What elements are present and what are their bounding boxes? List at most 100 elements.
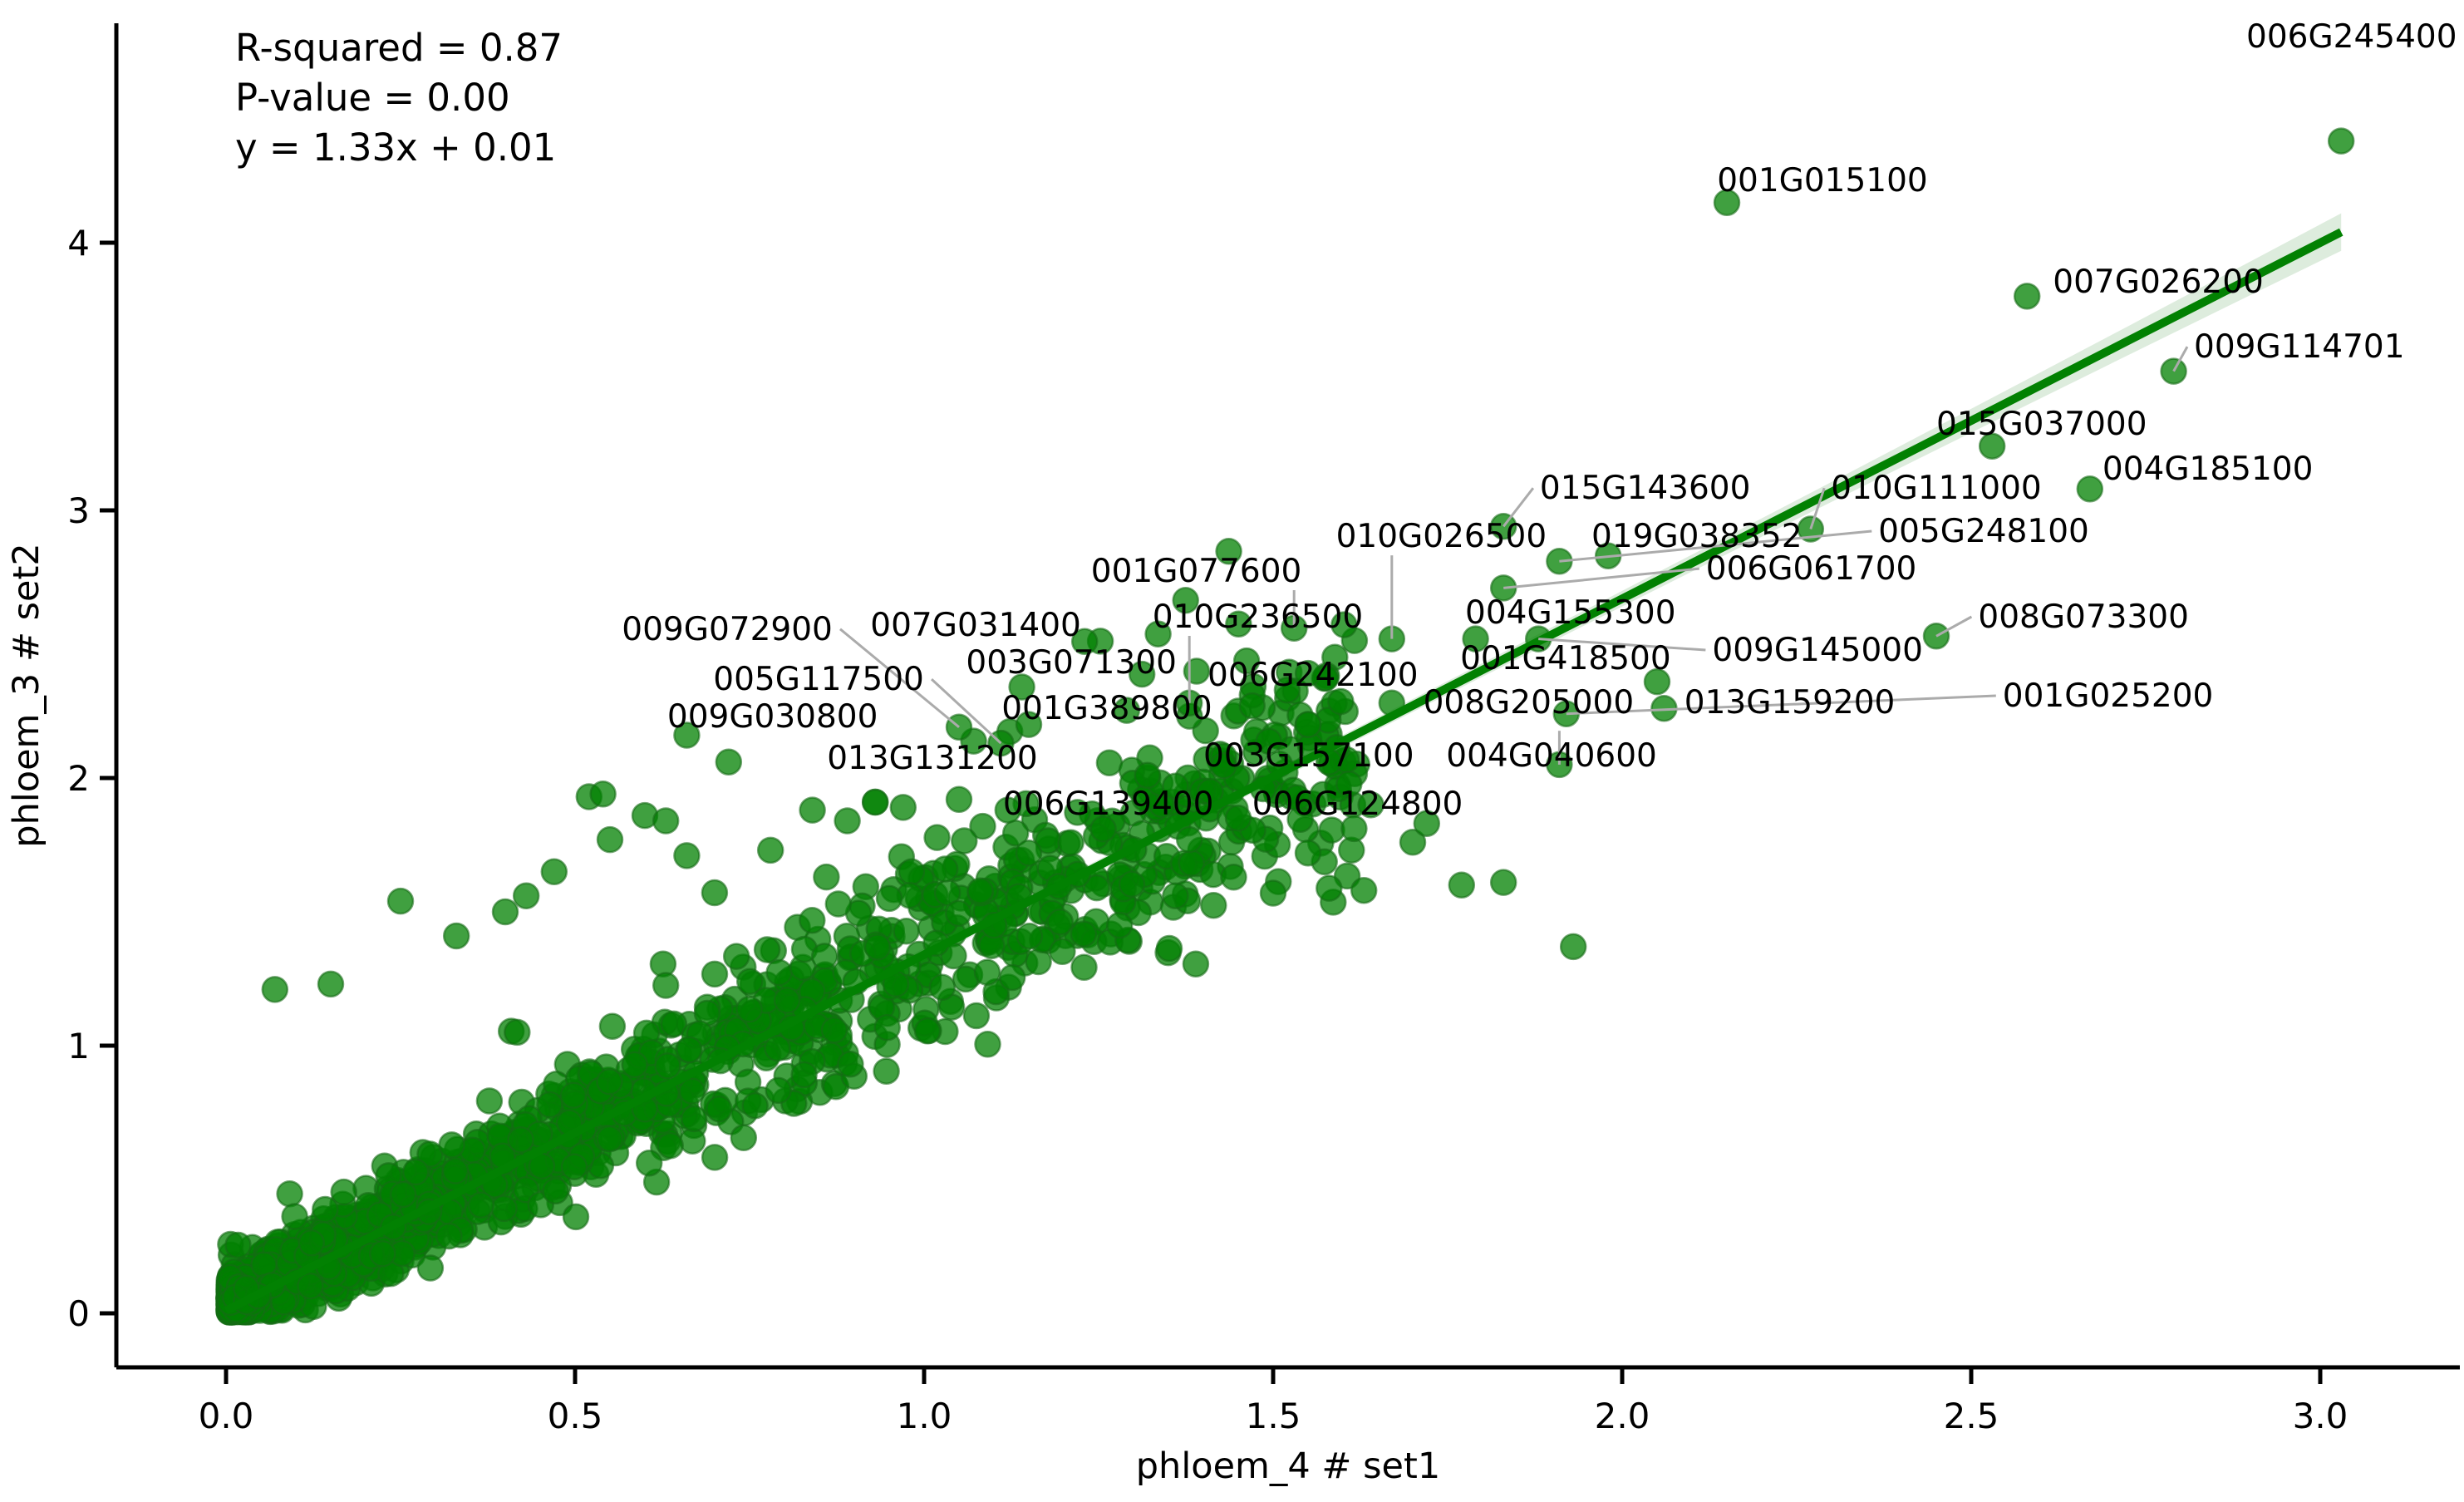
cloud-point xyxy=(969,812,996,840)
cloud-point xyxy=(799,907,826,934)
cloud-point xyxy=(660,1010,688,1038)
cloud-point xyxy=(1182,950,1210,978)
gene-label-013G131200: 013G131200 xyxy=(827,740,1038,777)
labeled-point xyxy=(2013,283,2041,310)
gene-label-009G145000: 009G145000 xyxy=(1712,632,1923,669)
cloud-point xyxy=(386,887,415,915)
cloud-point xyxy=(1294,659,1322,687)
cloud-point xyxy=(1046,909,1075,936)
cloud-point xyxy=(889,794,917,821)
gene-label-004G155300: 004G155300 xyxy=(1465,594,1676,632)
cloud-point xyxy=(1283,784,1311,811)
cloud-point xyxy=(435,1222,463,1250)
cloud-point xyxy=(635,1149,663,1177)
y-tick-label-1: 1 xyxy=(67,1026,90,1066)
labeled-point xyxy=(1294,711,1322,738)
cloud-point xyxy=(962,1002,991,1030)
cloud-point xyxy=(598,1012,627,1040)
cloud-point xyxy=(1155,934,1183,963)
y-tick-label-0: 0 xyxy=(67,1293,90,1334)
x-tick-label-3.0: 3.0 xyxy=(2293,1396,2348,1436)
cloud-point xyxy=(491,898,519,926)
label-leader-lines xyxy=(839,346,2189,765)
point-labels: 006G245400 001G015100 007G026200 009G114701… xyxy=(622,18,2457,823)
gene-label-007G026200: 007G026200 xyxy=(2053,263,2264,301)
gene-label-001G077600: 001G077600 xyxy=(1091,553,1302,590)
x-axis-label: phloem_4 # set1 xyxy=(1136,1445,1440,1487)
cloud-point xyxy=(589,781,617,808)
cloud-point xyxy=(1399,829,1427,856)
gene-label-009G072900: 009G072900 xyxy=(622,611,833,648)
x-tick-label-2.0: 2.0 xyxy=(1595,1396,1650,1436)
cloud-point xyxy=(1220,863,1247,891)
cloud-point xyxy=(824,890,853,918)
cloud-point xyxy=(467,1191,495,1219)
cloud-point xyxy=(1070,920,1098,948)
cloud-point xyxy=(678,1077,706,1105)
leader-line xyxy=(1502,487,1535,528)
cloud-point xyxy=(261,976,289,1003)
cloud-point xyxy=(756,836,784,864)
cloud-point xyxy=(369,1240,396,1268)
y-tick-label-4: 4 xyxy=(67,223,90,263)
cloud-point xyxy=(1172,586,1199,614)
cloud-point xyxy=(536,1091,563,1119)
cloud-point xyxy=(898,858,926,886)
cloud-point xyxy=(1350,876,1378,904)
cloud-point xyxy=(1330,611,1358,638)
labeled-point xyxy=(1238,692,1266,720)
cloud-point xyxy=(1016,923,1044,950)
cloud-point xyxy=(998,963,1026,992)
cloud-point xyxy=(873,1057,900,1085)
cloud-point xyxy=(1448,871,1476,899)
cloud-point xyxy=(224,1231,252,1259)
cloud-point xyxy=(945,785,973,814)
cloud-point xyxy=(735,968,764,996)
cloud-point xyxy=(1113,697,1141,724)
cloud-point xyxy=(1095,749,1124,776)
cloud-point xyxy=(1224,805,1252,832)
cloud-point xyxy=(1559,933,1587,961)
cloud-point xyxy=(1357,790,1384,819)
cloud-point xyxy=(1183,657,1211,685)
cloud-point xyxy=(297,1272,324,1300)
cloud-point xyxy=(330,1178,357,1206)
regression-line xyxy=(224,228,2344,1315)
gene-label-001G025200: 001G025200 xyxy=(2003,677,2214,715)
cloud-point xyxy=(542,1177,569,1205)
cloud-point xyxy=(1255,727,1283,756)
cloud-point xyxy=(312,1195,339,1224)
gene-label-006G139400: 006G139400 xyxy=(1003,785,1214,823)
cloud-point xyxy=(1200,891,1227,919)
labeled-point xyxy=(1413,810,1441,837)
cloud-point xyxy=(1316,874,1343,902)
cloud-point xyxy=(715,748,743,776)
cloud-point xyxy=(790,1061,818,1089)
cloud-point xyxy=(1015,839,1043,867)
cloud-point xyxy=(931,855,959,883)
x-tick-label-1.0: 1.0 xyxy=(897,1396,952,1436)
cloud-point xyxy=(701,879,729,907)
cloud-point xyxy=(416,1254,445,1282)
cloud-point xyxy=(928,973,957,1002)
cloud-point xyxy=(298,1229,325,1257)
labeled-point xyxy=(861,788,889,816)
cloud-point xyxy=(863,933,892,961)
cloud-point xyxy=(701,960,729,988)
cloud-point xyxy=(1083,874,1110,902)
gene-label-010G111000: 010G111000 xyxy=(1831,470,2042,507)
gene-label-003G071300: 003G071300 xyxy=(966,644,1177,682)
leader-line xyxy=(2172,346,2189,372)
x-tick-label-0.5: 0.5 xyxy=(548,1396,603,1436)
cloud-point xyxy=(281,1203,308,1230)
cloud-point xyxy=(1210,751,1237,780)
cloud-point xyxy=(679,1127,706,1155)
cloud-point xyxy=(654,1052,681,1080)
cloud-point xyxy=(799,796,826,824)
cloud-point xyxy=(722,943,750,970)
cloud-point xyxy=(676,1036,703,1064)
labeled-point xyxy=(2327,127,2355,155)
cloud-point xyxy=(1225,610,1252,638)
cloud-point xyxy=(596,1068,623,1096)
leader-line xyxy=(1503,567,1699,589)
